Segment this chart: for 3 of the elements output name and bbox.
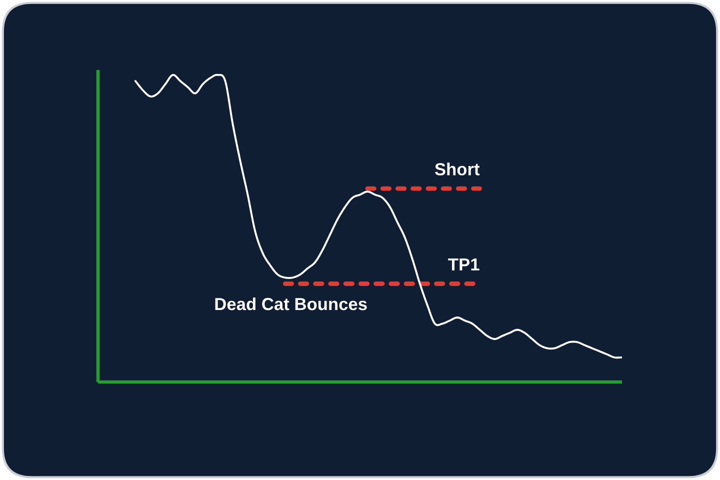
annotation: Dead Cat Bounces — [215, 297, 367, 310]
series-label: Short — [434, 162, 480, 176]
series-label: TP1 — [448, 258, 480, 270]
